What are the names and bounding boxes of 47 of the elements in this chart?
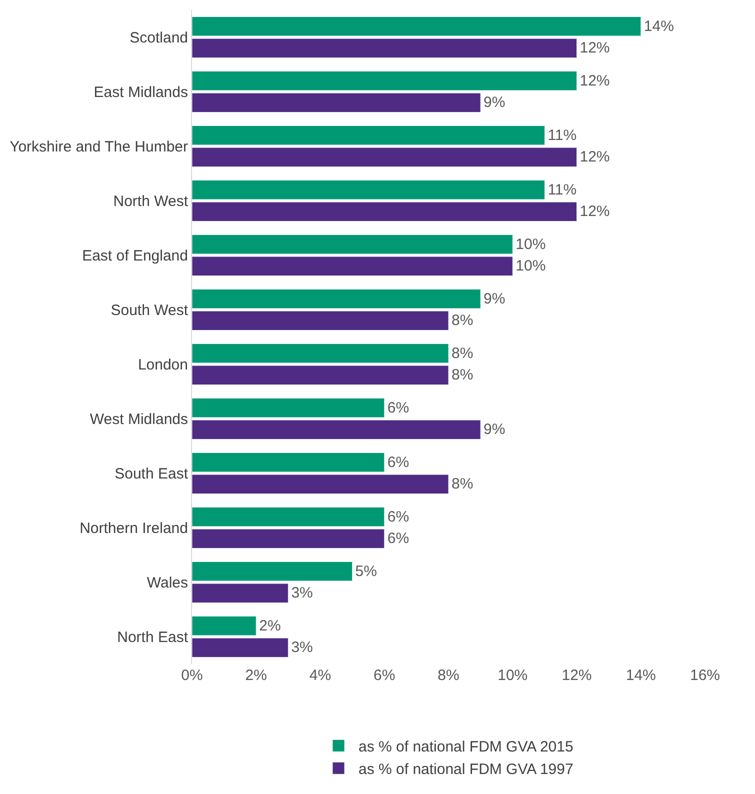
- x-tick-label: 6%: [374, 667, 396, 684]
- data-label: 12%: [580, 72, 610, 90]
- x-tick-label: 0%: [181, 667, 203, 684]
- legend-label: as % of national FDM GVA 2015: [358, 738, 574, 756]
- y-tick-label: South West: [110, 302, 189, 319]
- y-tick-label: East of England: [82, 248, 188, 264]
- data-label: 12%: [580, 203, 610, 220]
- y-tick-label: North East: [117, 629, 189, 646]
- data-label: 10%: [516, 236, 546, 253]
- x-tick-label: 8%: [438, 667, 460, 684]
- x-tick-label: 10%: [498, 667, 528, 684]
- data-label: 8%: [452, 344, 474, 362]
- data-label: 8%: [452, 476, 474, 493]
- y-tick-label: North West: [113, 193, 189, 210]
- y-tick-label: West Midlands: [90, 411, 188, 428]
- data-label: 12%: [580, 40, 610, 57]
- y-tick-label: East Midlands: [94, 84, 188, 101]
- y-tick-label: Scotland: [130, 30, 188, 46]
- data-label: 2%: [259, 617, 281, 634]
- legend-label: as % of national FDM GVA 1997: [358, 761, 574, 778]
- y-tick-label: South East: [114, 466, 189, 482]
- data-label: 9%: [484, 290, 506, 308]
- data-label: 9%: [484, 94, 506, 112]
- data-label: 10%: [516, 258, 546, 275]
- x-tick-label: 16%: [690, 667, 720, 684]
- data-label: 8%: [452, 312, 474, 330]
- data-label: 3%: [291, 639, 313, 656]
- data-label: 6%: [387, 508, 410, 526]
- data-label: 11%: [548, 181, 577, 198]
- y-tick-label: Northern Ireland: [80, 520, 188, 537]
- data-label: 8%: [452, 366, 474, 384]
- data-label: 6%: [387, 530, 410, 548]
- data-label: 9%: [484, 421, 506, 438]
- data-label: 14%: [644, 18, 674, 35]
- data-label: 5%: [355, 562, 377, 580]
- data-label: 6%: [387, 454, 410, 471]
- data-label: 12%: [580, 148, 610, 166]
- data-label: 3%: [291, 584, 313, 602]
- x-tick-label: 4%: [309, 667, 332, 684]
- x-tick-label: 2%: [245, 667, 267, 684]
- x-tick-label: 14%: [626, 667, 656, 684]
- data-label: 6%: [387, 399, 410, 416]
- x-tick-label: 12%: [562, 667, 592, 684]
- y-tick-label: Yorkshire and The Humber: [10, 138, 188, 156]
- y-tick-label: Wales: [146, 574, 188, 592]
- y-tick-label: London: [138, 356, 188, 374]
- data-label: 11%: [548, 126, 577, 144]
